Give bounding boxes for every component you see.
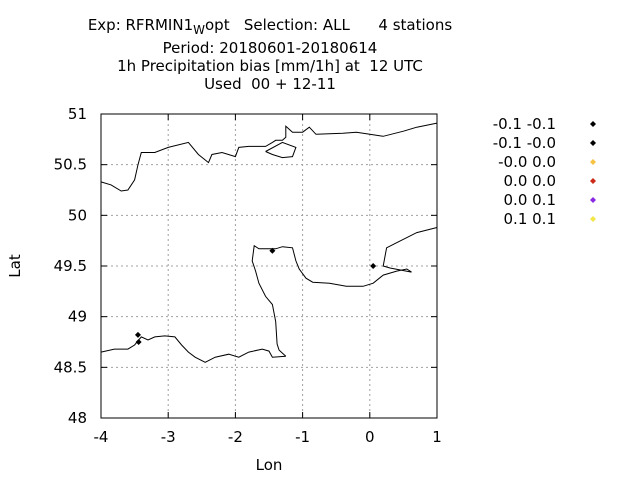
coastline <box>100 335 286 363</box>
x-tick-label: -2 <box>228 428 243 446</box>
legend-label: -0.0 0.0 <box>498 153 556 171</box>
legend-marker <box>590 159 596 165</box>
title-line-1-suffix: opt Selection: ALL 4 stations <box>205 16 453 34</box>
title-line-1: Exp: RFRMIN1Wopt Selection: ALL 4 statio… <box>0 16 540 39</box>
y-tick-label: 50.5 <box>54 156 87 174</box>
x-tick-label: -1 <box>295 428 310 446</box>
station-point <box>135 339 142 345</box>
x-tick-label: 0 <box>365 428 375 446</box>
y-tick-label: 51 <box>68 105 87 123</box>
legend-label: -0.1 -0.0 <box>493 134 556 152</box>
y-tick-label: 49.5 <box>54 257 87 275</box>
legend-label: 0.0 0.0 <box>504 172 556 190</box>
x-tick-label: -3 <box>161 428 176 446</box>
title-line-2: Period: 20180601-20180614 <box>162 39 378 57</box>
station-point <box>370 263 377 269</box>
y-tick-label: 48.5 <box>54 358 87 376</box>
x-axis-label: Lon <box>256 456 283 474</box>
y-tick-label: 50 <box>68 206 87 224</box>
coastline <box>100 122 438 192</box>
coastline <box>265 141 297 159</box>
y-tick-label: 48 <box>68 409 87 427</box>
legend-label: -0.1 -0.1 <box>493 115 556 133</box>
station-point <box>134 331 141 338</box>
coastline <box>251 227 438 357</box>
y-axis-ticks: 48 48.5 49 49.5 50 50.5 51 <box>54 105 437 427</box>
legend-label: 0.1 0.1 <box>504 210 556 228</box>
legend-marker <box>590 140 596 146</box>
y-axis-label: Lat <box>6 254 24 278</box>
legend: -0.1 -0.1-0.1 -0.0-0.0 0.00.0 0.00.0 0.1… <box>493 115 596 228</box>
legend-marker <box>590 216 596 222</box>
x-tick-label: -4 <box>94 428 109 446</box>
x-tick-label: 1 <box>432 428 442 446</box>
title-line-4: Used 00 + 12-11 <box>204 75 336 93</box>
legend-label: 0.0 0.1 <box>504 191 556 209</box>
title-line-1-prefix: Exp: RFRMIN1 <box>87 16 194 34</box>
data-points <box>134 247 377 345</box>
chart-title: Exp: RFRMIN1Wopt Selection: ALL 4 statio… <box>0 16 540 93</box>
y-tick-label: 49 <box>68 308 87 326</box>
legend-marker <box>590 178 596 184</box>
legend-marker <box>590 197 596 203</box>
title-line-1-subscript: W <box>193 23 205 37</box>
coastlines <box>100 122 438 363</box>
station-point <box>269 247 276 254</box>
grid <box>101 114 437 418</box>
title-line-3: 1h Precipitation bias [mm/1h] at 12 UTC <box>117 57 423 75</box>
x-axis-ticks: -4 -3 -2 -1 0 1 <box>94 114 442 446</box>
legend-marker <box>590 121 596 127</box>
